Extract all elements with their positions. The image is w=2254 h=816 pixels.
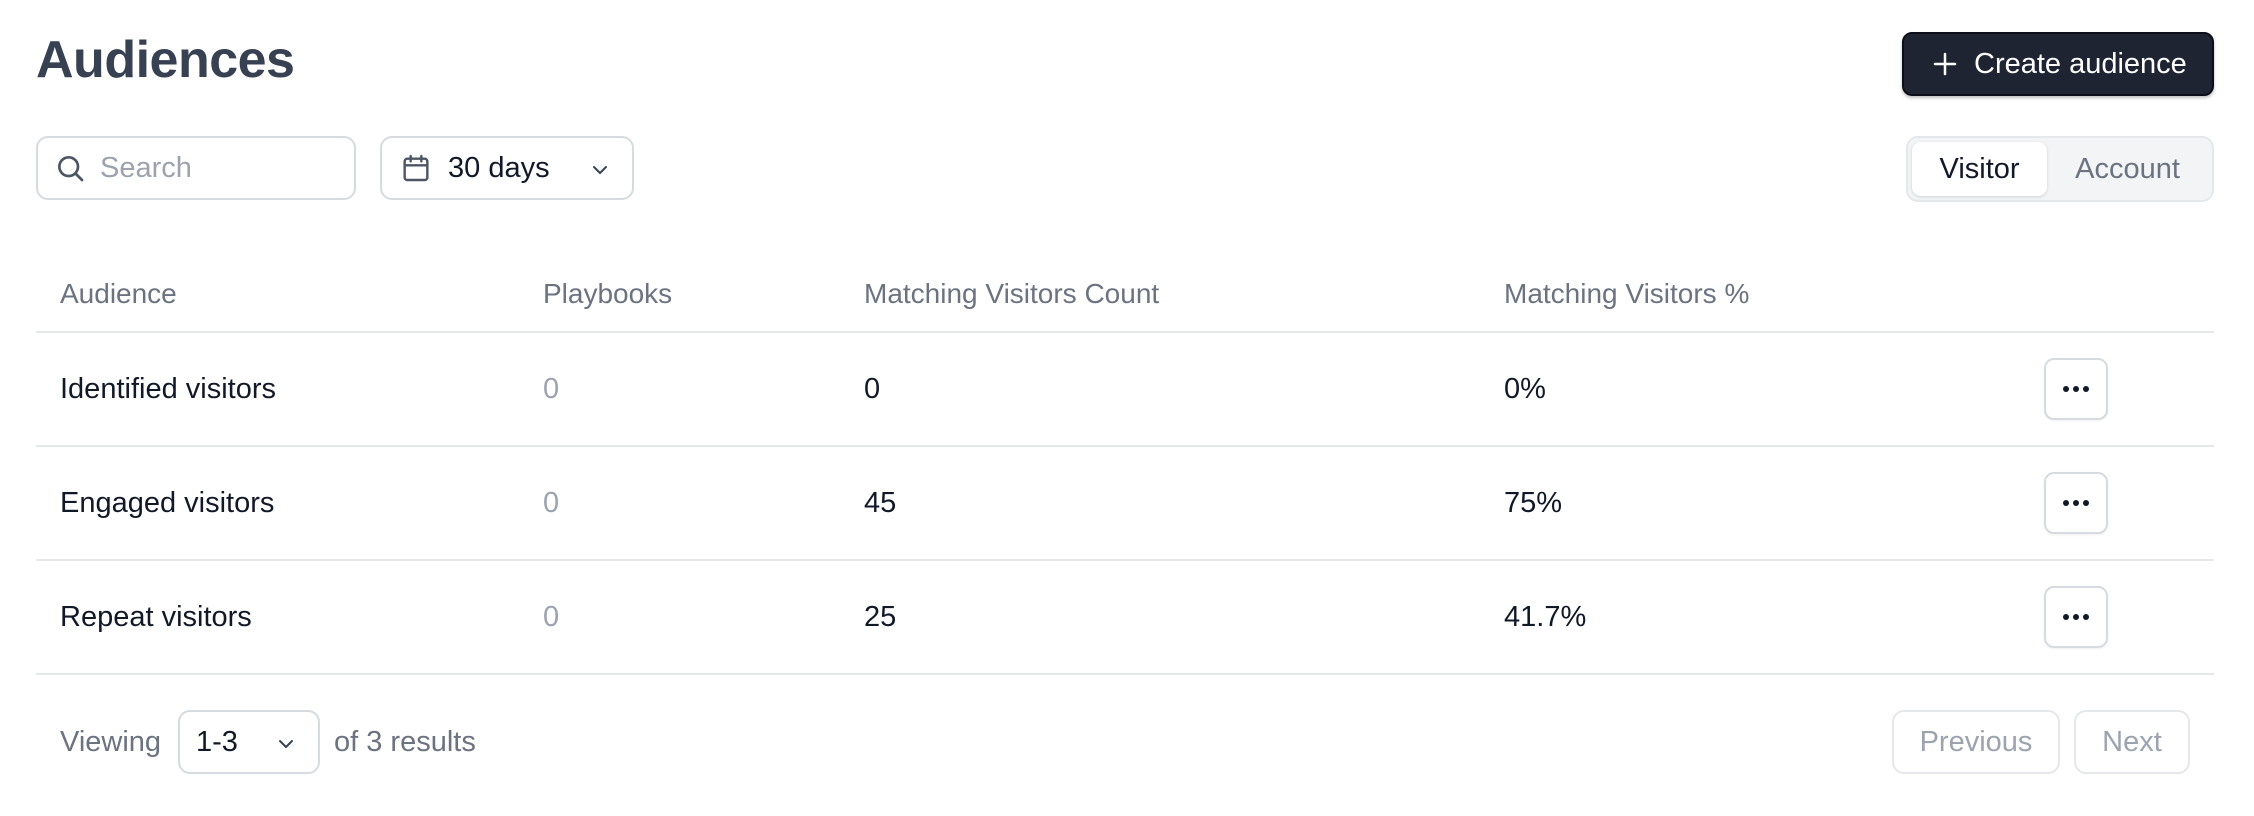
matching-visitors-percent: 0% [1504,373,1546,405]
search-box[interactable] [36,136,356,200]
pagination-footer: Viewing 1-3 of 3 results Previous Next [36,710,2214,774]
calendar-icon [403,154,429,182]
plus-icon [1933,52,1957,76]
row-actions-button[interactable] [2044,358,2108,420]
audience-name[interactable]: Identified visitors [60,373,276,405]
date-range-value: 30 days [448,151,550,184]
date-range-select[interactable]: 30 days [380,136,634,200]
audience-name[interactable]: Repeat visitors [60,601,252,633]
header-matching-percent: Matching Visitors % [1504,278,1750,309]
audiences-table: Audience Playbooks Matching Visitors Cou… [36,256,2214,675]
previous-button[interactable]: Previous [1892,710,2060,774]
header-matching-count: Matching Visitors Count [864,278,1160,309]
table-row[interactable]: Identified visitors 0 0 0% [36,333,2214,447]
visitor-account-toggle: Visitor Account [1906,136,2214,202]
more-horizontal-icon [2063,500,2089,506]
playbooks-count: 0 [543,487,560,519]
next-button[interactable]: Next [2074,710,2190,774]
more-horizontal-icon [2063,614,2089,620]
header-audience: Audience [60,278,177,309]
audience-name[interactable]: Engaged visitors [60,487,275,519]
row-actions-button[interactable] [2044,472,2108,534]
page-title: Audiences [36,31,295,89]
header-playbooks: Playbooks [543,278,673,309]
table-row[interactable]: Engaged visitors 0 45 75% [36,447,2214,561]
row-actions-button[interactable] [2044,586,2108,648]
chevron-down-icon [593,166,607,174]
matching-visitors-percent: 41.7% [1504,601,1587,633]
search-input[interactable] [100,151,330,185]
create-audience-button[interactable]: Create audience [1902,32,2214,96]
matching-visitors-percent: 75% [1504,487,1563,519]
table-header: Audience Playbooks Matching Visitors Cou… [36,256,2214,333]
playbooks-count: 0 [543,373,560,405]
chevron-down-icon [279,740,293,748]
toggle-account[interactable]: Account [2075,152,2180,185]
results-count-label: of 3 results [334,726,476,758]
playbooks-count: 0 [543,601,560,633]
matching-visitors-count: 45 [864,487,897,519]
page-range-value: 1-3 [196,725,238,758]
table-row[interactable]: Repeat visitors 0 25 41.7% [36,561,2214,675]
create-audience-label: Create audience [1974,47,2187,80]
matching-visitors-count: 0 [864,373,881,405]
search-icon [58,156,84,182]
more-horizontal-icon [2063,386,2089,392]
matching-visitors-count: 25 [864,601,897,633]
page-range-select[interactable]: 1-3 [178,710,320,774]
viewing-label: Viewing [60,726,162,758]
toggle-visitor[interactable]: Visitor [1912,142,2048,196]
